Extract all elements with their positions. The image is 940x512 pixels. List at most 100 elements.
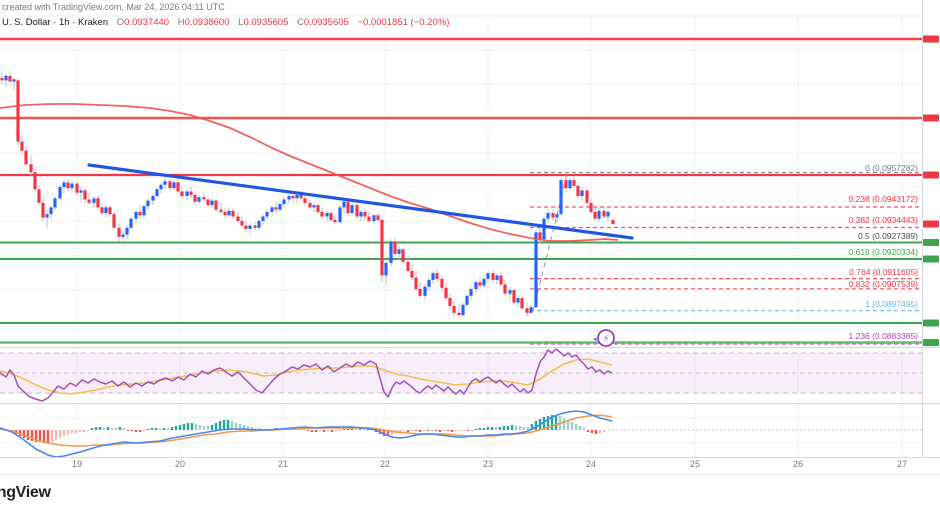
candle-body xyxy=(240,220,244,226)
macd-histogram-bar xyxy=(42,430,46,443)
macd-histogram-bar xyxy=(306,430,310,431)
candle xyxy=(125,225,129,240)
candle xyxy=(142,203,146,218)
candle xyxy=(559,177,563,216)
candle xyxy=(172,180,176,191)
macd-histogram-bar xyxy=(142,430,146,431)
macd-histogram-bar xyxy=(86,430,90,431)
candle-body xyxy=(96,198,100,208)
candle-body xyxy=(401,249,405,262)
macd-histogram-bar xyxy=(470,430,474,431)
candle xyxy=(486,270,490,283)
macd-histogram-bar xyxy=(602,430,606,432)
candle-body xyxy=(58,186,62,199)
candle xyxy=(427,277,431,292)
candle xyxy=(265,209,269,220)
time-label: 24 xyxy=(586,459,596,469)
candle-body xyxy=(180,191,184,197)
fib-labels: 0 (0.0957282) 0.236 (0.0943172) 0.382 (0.0… xyxy=(849,163,919,341)
time-label: 25 xyxy=(690,459,700,469)
tradingview-logo[interactable]: TradingView xyxy=(0,484,51,501)
candle xyxy=(346,200,350,216)
price-axis[interactable] xyxy=(922,0,940,457)
candle-body xyxy=(602,210,606,217)
candle xyxy=(576,182,580,199)
candle xyxy=(92,196,96,208)
macd-histogram-bar xyxy=(474,429,478,430)
candle xyxy=(121,230,125,246)
candle-body xyxy=(45,214,49,218)
candle xyxy=(606,209,610,221)
candle xyxy=(75,181,79,197)
candle xyxy=(100,202,104,216)
candle xyxy=(0,71,4,84)
candle xyxy=(431,270,435,285)
candle-body xyxy=(585,190,589,203)
candle-body xyxy=(461,304,465,316)
candle-body xyxy=(29,164,33,173)
macd-histogram-bar xyxy=(390,430,394,435)
time-label: 21 xyxy=(278,459,288,469)
candle-body xyxy=(303,198,307,203)
chart-canvas[interactable]: ◂ ⚡0 (0.0957282)0.236 (0.0943172)0.382 (0… xyxy=(0,0,940,478)
macd-histogram-bar xyxy=(134,430,138,432)
macd-histogram-bar xyxy=(506,426,510,430)
macd-histogram-bar xyxy=(310,430,314,432)
candle-body xyxy=(12,79,16,82)
candle xyxy=(70,181,74,193)
fib-label: 0.5 (0.0927389) xyxy=(858,231,918,241)
symbol-info-row: U. S. Dollar · 1h · Kraken O0.0937440 H0… xyxy=(2,17,449,28)
macd-histogram-bar xyxy=(334,430,338,431)
candle xyxy=(461,302,465,317)
candle xyxy=(155,186,159,200)
macd-histogram-bar xyxy=(82,430,86,432)
candle-body xyxy=(499,275,503,285)
macd-histogram-bar xyxy=(26,430,30,440)
candle xyxy=(465,293,469,308)
candle xyxy=(16,79,20,147)
candle xyxy=(423,284,427,301)
arrow-left-icon: ◂ xyxy=(593,336,597,343)
candle-body xyxy=(440,278,444,288)
macd-line xyxy=(0,410,613,458)
candle xyxy=(555,211,559,224)
candle-body xyxy=(346,201,350,214)
candle-body xyxy=(193,194,197,202)
macd-histogram-bar xyxy=(330,430,334,432)
candle xyxy=(66,179,70,192)
candle xyxy=(448,293,452,310)
candle xyxy=(303,196,307,206)
candle xyxy=(261,214,265,225)
candle xyxy=(270,205,274,216)
time-axis[interactable] xyxy=(0,457,940,474)
candle-body xyxy=(406,261,410,271)
candle-body xyxy=(270,207,274,212)
price-tag xyxy=(923,319,939,327)
candle-body xyxy=(202,197,206,200)
price-tag xyxy=(923,339,939,346)
candle xyxy=(278,201,282,212)
candle xyxy=(482,276,486,288)
candle-body xyxy=(185,191,189,197)
candle-body xyxy=(244,225,248,229)
rsi-ma-line xyxy=(0,358,613,395)
candle-body xyxy=(435,273,439,279)
fib-label: 0.236 (0.0943172) xyxy=(849,194,919,204)
candle xyxy=(282,197,286,208)
candle xyxy=(401,248,405,265)
candle-body xyxy=(79,190,83,193)
fib-label: 0.382 (0.0934443) xyxy=(849,215,919,225)
macd-histogram-bar xyxy=(130,430,134,431)
candle xyxy=(24,146,28,167)
candle-body xyxy=(568,180,572,189)
close-value: 0.0935605 xyxy=(303,17,349,28)
macd-histogram-bar xyxy=(174,426,178,430)
candle xyxy=(457,304,461,318)
candle xyxy=(512,289,516,305)
candle-body xyxy=(389,241,393,263)
macd-histogram-bar xyxy=(326,430,330,431)
candle-body xyxy=(457,312,461,316)
candle-body xyxy=(134,211,138,219)
macd-histogram-bar xyxy=(418,430,422,432)
candle-body xyxy=(278,203,282,210)
